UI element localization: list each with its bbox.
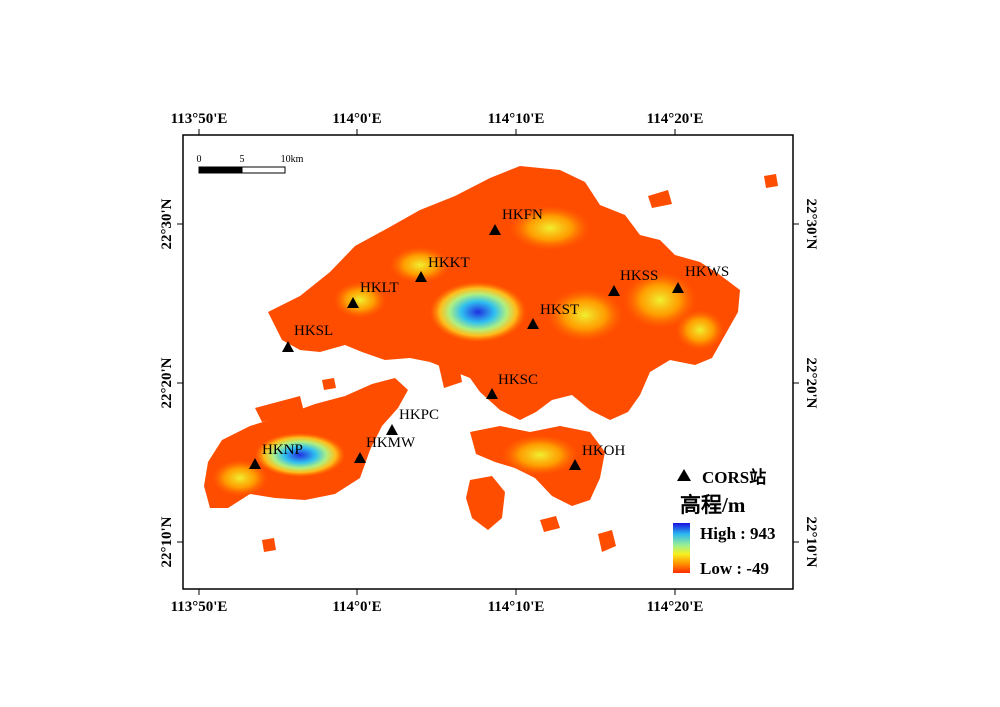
islet-5 xyxy=(540,516,560,532)
legend-low-label: Low : -49 xyxy=(700,559,769,578)
lon-tick-bottom-2: 114°0'E xyxy=(332,599,381,615)
station-label-hkfn: HKFN xyxy=(502,207,543,223)
lon-tick-top-2: 114°0'E xyxy=(332,111,381,127)
elevation-high-lantau-peak xyxy=(255,433,345,477)
station-label-hkpc: HKPC xyxy=(399,407,439,423)
scale-label-5: 5 xyxy=(240,154,245,165)
station-marker-hksc xyxy=(486,388,498,399)
elevation-mid-1 xyxy=(510,206,590,250)
lat-tick-right-1: 22°30'N xyxy=(803,199,819,250)
scale-label-0: 0 xyxy=(197,154,202,165)
station-marker-hkmw xyxy=(354,452,366,463)
islet-4 xyxy=(262,538,276,552)
elevation-mid-5 xyxy=(390,247,450,283)
station-marker-hkws xyxy=(672,282,684,293)
scale-bar: 0 5 10km xyxy=(197,154,304,174)
lat-tick-right-2: 22°20'N xyxy=(803,358,819,409)
station-label-hksc: HKSC xyxy=(498,372,538,388)
airport-island xyxy=(255,396,304,422)
station-label-hkws: HKWS xyxy=(685,264,729,280)
station-marker-hknp xyxy=(249,458,261,469)
station-label-hkkt: HKKT xyxy=(428,255,470,271)
elevation-high-tai-mo-shan xyxy=(430,282,526,342)
station-label-hknp: HKNP xyxy=(262,442,303,458)
station-label-hkoh: HKOH xyxy=(582,443,625,459)
lon-tick-top-1: 113°50'E xyxy=(171,111,228,127)
station-label-hkmw: HKMW xyxy=(366,435,416,451)
lon-tick-top-3: 114°10'E xyxy=(488,111,545,127)
islet-3 xyxy=(764,174,778,188)
islet-6 xyxy=(648,190,672,208)
lat-tick-left-1: 22°30'N xyxy=(159,198,175,249)
station-marker-hklt xyxy=(347,297,359,308)
tick-marks xyxy=(177,129,799,595)
legend-station-symbol xyxy=(677,469,691,481)
legend-elevation-title: 高程/m xyxy=(680,493,746,517)
station-label-hkst: HKST xyxy=(540,302,579,318)
station-marker-hkst xyxy=(527,318,539,329)
station-marker-hkss xyxy=(608,285,620,296)
elevation-mid-6 xyxy=(212,460,268,496)
lat-tick-left-2: 22°20'N xyxy=(159,357,175,408)
station-marker-hkoh xyxy=(569,459,581,470)
scale-label-10km: 10km xyxy=(281,154,304,165)
elevation-mid-8 xyxy=(676,310,724,350)
legend-color-ramp xyxy=(673,523,690,573)
station-marker-hkpc xyxy=(386,424,398,435)
islet-7 xyxy=(322,378,336,390)
lat-tick-right-3: 22°10'N xyxy=(803,517,819,568)
station-marker-hkfn xyxy=(489,224,501,235)
legend: CORS站 高程/m High : 943 Low : -49 xyxy=(673,467,776,578)
lat-tick-left-3: 22°10'N xyxy=(159,516,175,567)
lamma-island xyxy=(466,476,505,530)
lon-tick-bottom-4: 114°20'E xyxy=(647,599,704,615)
elevation-mid-4 xyxy=(502,435,578,475)
station-label-hkss: HKSS xyxy=(620,268,658,284)
islet-2 xyxy=(438,360,462,388)
elevation-mid-2 xyxy=(547,289,623,341)
lon-tick-top-4: 114°20'E xyxy=(647,111,704,127)
station-marker-hksl xyxy=(282,341,294,352)
legend-station-label: CORS站 xyxy=(702,467,766,487)
station-marker-hkkt xyxy=(415,271,427,282)
islet-1 xyxy=(598,530,616,552)
elevation-mid-7 xyxy=(334,282,386,318)
land-masses xyxy=(204,166,778,552)
lon-tick-bottom-1: 113°50'E xyxy=(171,599,228,615)
station-label-hklt: HKLT xyxy=(360,280,399,296)
stations: HKFN HKKT HKLT HKSS HKWS HKST HKSL HKSC … xyxy=(249,207,729,470)
legend-high-label: High : 943 xyxy=(700,524,776,543)
station-label-hksl: HKSL xyxy=(294,323,333,339)
lon-tick-bottom-3: 114°10'E xyxy=(488,599,545,615)
